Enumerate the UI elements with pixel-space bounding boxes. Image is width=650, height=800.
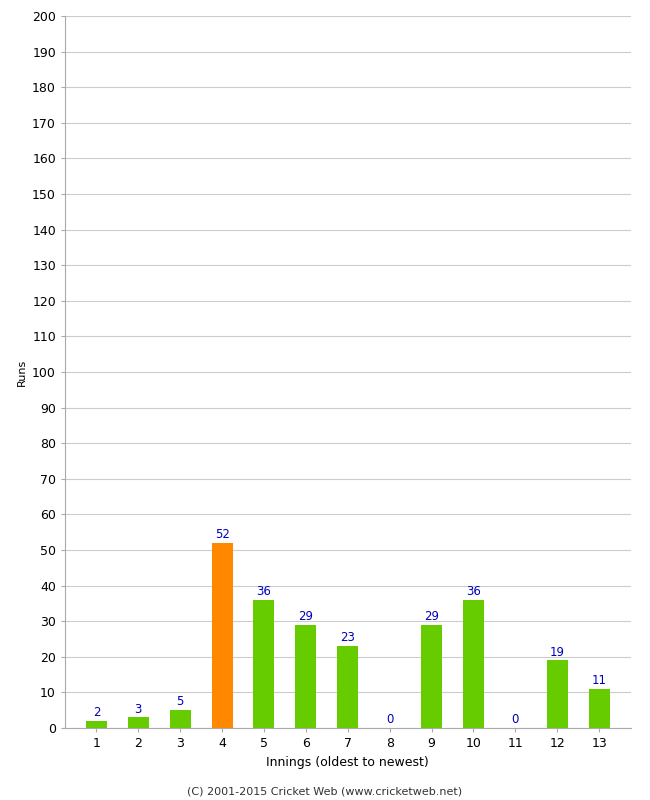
Bar xyxy=(254,600,274,728)
Bar xyxy=(589,689,610,728)
Text: 23: 23 xyxy=(341,631,355,644)
Text: 52: 52 xyxy=(214,528,229,541)
Text: 0: 0 xyxy=(386,714,393,726)
Bar xyxy=(212,543,233,728)
Text: 19: 19 xyxy=(550,646,565,658)
Text: 36: 36 xyxy=(257,585,272,598)
Text: 3: 3 xyxy=(135,702,142,715)
X-axis label: Innings (oldest to newest): Innings (oldest to newest) xyxy=(266,755,429,769)
Bar xyxy=(337,646,358,728)
Bar xyxy=(128,718,149,728)
Bar xyxy=(295,625,317,728)
Bar xyxy=(86,721,107,728)
Text: (C) 2001-2015 Cricket Web (www.cricketweb.net): (C) 2001-2015 Cricket Web (www.cricketwe… xyxy=(187,786,463,796)
Text: 29: 29 xyxy=(298,610,313,623)
Text: 11: 11 xyxy=(592,674,606,687)
Text: 29: 29 xyxy=(424,610,439,623)
Text: 2: 2 xyxy=(93,706,100,719)
Bar xyxy=(547,660,567,728)
Text: 5: 5 xyxy=(177,695,184,709)
Bar xyxy=(421,625,442,728)
Bar xyxy=(463,600,484,728)
Text: 0: 0 xyxy=(512,714,519,726)
Text: 36: 36 xyxy=(466,585,481,598)
Y-axis label: Runs: Runs xyxy=(16,358,27,386)
Bar xyxy=(170,710,190,728)
